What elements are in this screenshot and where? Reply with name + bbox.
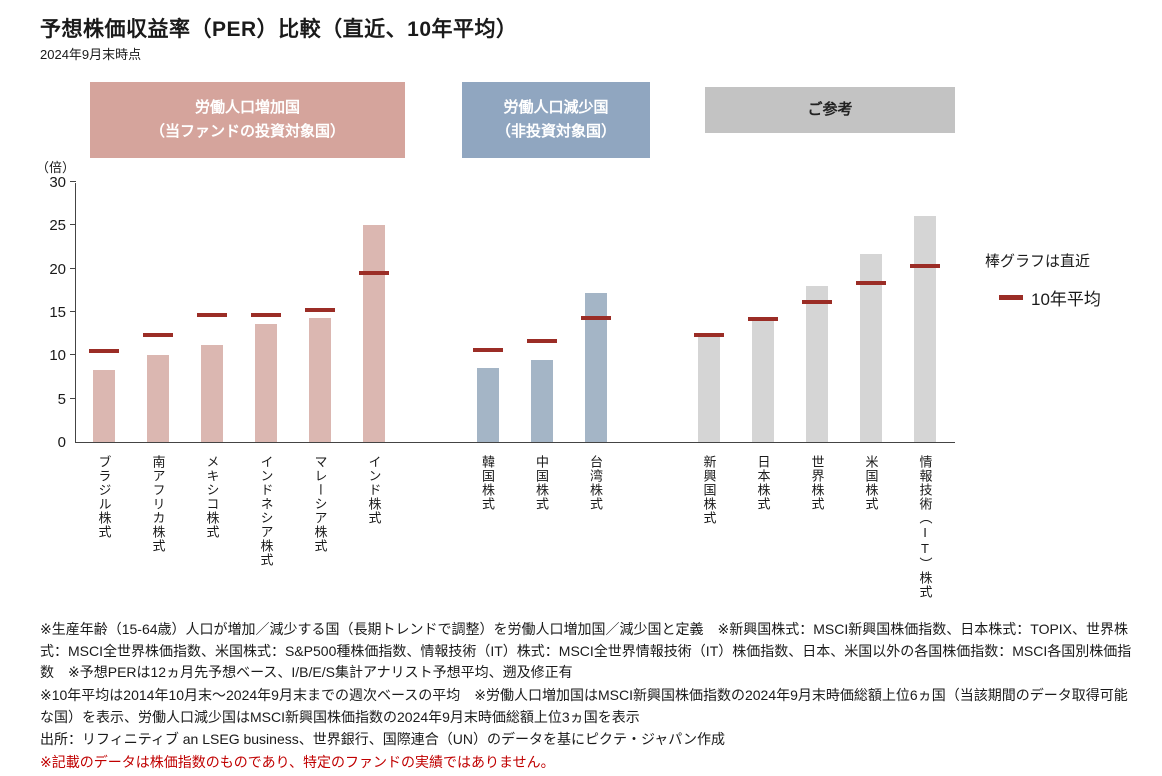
ten-year-average-marker [251, 312, 281, 317]
x-axis-label: マレーシア株式 [312, 455, 328, 553]
y-tick-mark [70, 267, 76, 269]
bar [752, 319, 774, 442]
footnote-line: ※生産年齢（15-64歳）人口が増加／減少する国（長期トレンドで調整）を労働人口… [40, 621, 1132, 681]
x-axis-label: 中国株式 [534, 455, 549, 511]
x-axis-label: 南アフリカ株式 [150, 455, 166, 553]
footnotes: ※生産年齢（15-64歳）人口が増加／減少する国（長期トレンドで調整）を労働人口… [40, 619, 1138, 775]
y-tick-label: 10 [49, 347, 66, 365]
x-axis-label: 韓国株式 [480, 455, 495, 511]
y-tick-mark [70, 224, 76, 226]
x-axis-label: ブラジル株式 [96, 455, 112, 539]
group-header-line2: （当ファンドの投資対象国） [149, 123, 345, 140]
x-axis-label: 新興国株式 [701, 455, 717, 525]
y-tick-label: 25 [49, 217, 66, 235]
plot-area: 0 5 10 15 20 25 30 ブラジル株式 南アフリカ株式 メキシコ株式 インドネシア株式 マ… [49, 174, 955, 599]
group-header-line1: ご参考 [807, 101, 853, 118]
bar [201, 344, 223, 442]
bar [476, 368, 499, 442]
bar [860, 253, 882, 442]
y-tick-label: 15 [49, 304, 66, 321]
group-header-decreasing-population: 労働人口減少国 （非投資対象国） [462, 82, 650, 158]
y-tick-label: 0 [57, 434, 66, 451]
chart-title: 予想株価収益率（PER）比較（直近、10年平均） [40, 18, 518, 41]
x-axis-label: 米国株式 [863, 455, 879, 511]
group-header-line1: 労働人口増加国 [194, 99, 300, 116]
bar [147, 355, 169, 442]
ten-year-average-marker [910, 264, 940, 269]
y-axis-unit-label: （倍） [36, 160, 76, 175]
ten-year-average-marker [694, 332, 724, 337]
ten-year-average-marker [802, 299, 832, 304]
bar [363, 225, 385, 442]
x-axis-label: メキシコ株式 [204, 455, 220, 539]
y-tick-label: 5 [57, 390, 66, 408]
x-axis-label: 情報技術（IT）株式 [917, 455, 933, 599]
bar [530, 359, 553, 442]
group-header-line2: （非投資対象国） [495, 123, 616, 140]
ten-year-average-marker [89, 349, 119, 353]
x-axis-label: 日本株式 [755, 455, 771, 511]
legend-marker-label: 10年平均 [1031, 290, 1101, 309]
footnote-line: ※10年平均は2014年10月末～2024年9月末までの週次ベースの平均 ※労働… [40, 687, 1128, 725]
legend: 棒グラフは直近 10年平均 [985, 250, 1101, 310]
ten-year-average-marker [359, 271, 389, 275]
y-tick-mark [70, 311, 76, 312]
as-of-date: 2024年9月末時点 [40, 47, 142, 62]
y-tick-mark [70, 354, 76, 356]
ten-year-average-marker [856, 281, 886, 286]
ten-year-average-marker [305, 308, 335, 313]
x-axis-label: インドネシア株式 [258, 455, 274, 567]
bar [698, 337, 720, 442]
group-header-increasing-population: 労働人口増加国 （当ファンドの投資対象国） [90, 82, 405, 158]
footnote-line: 出所：リフィニティブ an LSEG business、世界銀行、国際連合（UN… [40, 731, 725, 748]
x-axis-label: 台湾株式 [588, 455, 603, 511]
y-tick-label: 20 [49, 260, 66, 278]
ten-year-average-marker [748, 316, 778, 321]
legend-bar-note: 棒グラフは直近 [985, 253, 1091, 270]
ten-year-average-marker-swatch [999, 295, 1023, 300]
ten-year-average-marker [580, 316, 611, 321]
y-tick-label: 30 [49, 174, 66, 191]
ten-year-average-marker [197, 312, 227, 317]
ten-year-average-marker [143, 332, 173, 337]
x-axis-label: 世界株式 [809, 455, 825, 511]
x-axis-label: インド株式 [366, 455, 382, 525]
bar [584, 292, 607, 442]
bar [309, 318, 331, 442]
group-header-reference: ご参考 [705, 87, 955, 133]
bar [914, 215, 936, 442]
ten-year-average-marker [472, 348, 503, 353]
bar [806, 286, 828, 442]
footnote-line: ※記載のデータは株価指数のものであり、特定のファンドの実績ではありません。 [40, 754, 555, 771]
y-tick-mark [70, 181, 76, 182]
ten-year-average-marker [526, 338, 557, 343]
bar [93, 370, 115, 442]
bar [255, 324, 277, 442]
y-tick-mark [70, 397, 76, 399]
legend-marker-row: 10年平均 [999, 285, 1101, 310]
group-header-line1: 労働人口減少国 [503, 99, 609, 116]
